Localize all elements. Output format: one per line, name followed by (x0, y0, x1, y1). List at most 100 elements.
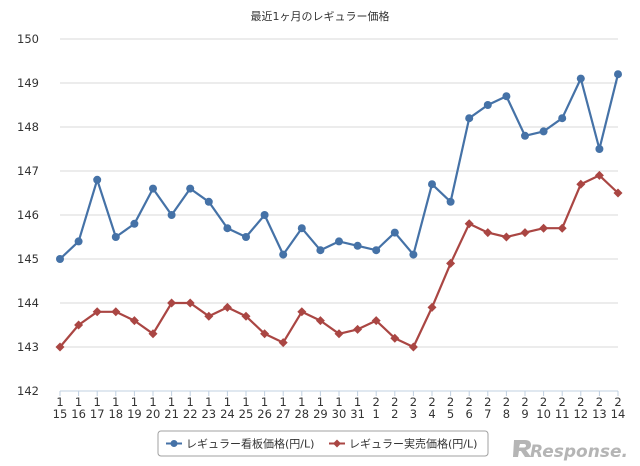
data-point[interactable] (279, 250, 288, 259)
data-point[interactable] (74, 237, 83, 246)
series-line (59, 174, 619, 349)
data-point[interactable] (316, 246, 325, 255)
x-tick-label-month: 2 (540, 395, 547, 409)
legend-item-list-price[interactable]: レギュラー看板価格(円/L) (166, 437, 314, 451)
data-point[interactable] (297, 224, 306, 233)
x-tick-label-month: 2 (484, 395, 491, 409)
data-point[interactable] (93, 175, 102, 184)
data-point[interactable] (335, 237, 343, 246)
x-tick-label-day: 7 (484, 407, 491, 421)
data-point[interactable] (55, 342, 65, 352)
data-point[interactable] (297, 307, 307, 317)
data-point[interactable] (130, 219, 139, 228)
data-point[interactable] (558, 114, 567, 123)
x-tick-label-day: 3 (410, 407, 417, 421)
data-point[interactable] (446, 197, 455, 206)
data-point[interactable] (502, 92, 511, 101)
x-tick-label-month: 2 (466, 395, 473, 409)
legend-circle-icon (170, 440, 178, 447)
data-point[interactable] (576, 74, 585, 83)
x-tick-label-day: 1 (373, 407, 380, 421)
data-point[interactable] (595, 145, 604, 153)
data-point[interactable] (483, 101, 492, 109)
data-point[interactable] (594, 170, 604, 180)
data-point[interactable] (576, 179, 586, 189)
data-point[interactable] (501, 232, 511, 242)
data-point[interactable] (614, 70, 622, 79)
data-point[interactable] (204, 197, 213, 206)
x-tick-label-month: 2 (559, 395, 566, 409)
data-point[interactable] (242, 233, 250, 241)
data-point[interactable] (111, 233, 120, 241)
x-tick-label-day: 16 (71, 407, 86, 421)
data-point[interactable] (427, 302, 437, 312)
data-point[interactable] (315, 316, 325, 326)
data-point[interactable] (334, 329, 344, 339)
data-point[interactable] (129, 316, 139, 326)
x-tick-label-month: 2 (428, 395, 435, 409)
data-point[interactable] (260, 329, 270, 339)
data-point[interactable] (353, 241, 362, 250)
y-tick-label: 147 (17, 164, 39, 178)
x-tick-label-day: 25 (239, 407, 254, 421)
x-tick-label-day: 6 (466, 407, 473, 421)
data-point[interactable] (167, 211, 176, 219)
data-point[interactable] (111, 307, 121, 317)
y-tick-label: 142 (17, 384, 39, 398)
data-point[interactable] (521, 131, 529, 140)
data-point[interactable] (186, 184, 195, 193)
data-point[interactable] (223, 224, 232, 233)
data-point[interactable] (204, 311, 214, 321)
data-point[interactable] (557, 223, 567, 233)
data-point[interactable] (390, 228, 399, 237)
data-point[interactable] (428, 180, 436, 189)
y-tick-label: 148 (17, 120, 39, 134)
x-tick-label-day: 13 (592, 407, 607, 421)
data-point[interactable] (260, 211, 269, 219)
data-point[interactable] (185, 298, 195, 308)
x-tick-label-day: 29 (313, 407, 328, 421)
data-point[interactable] (446, 258, 456, 268)
x-tick-label-day: 18 (108, 407, 123, 421)
data-point[interactable] (148, 329, 158, 339)
data-point[interactable] (149, 184, 157, 193)
x-tick-label-month: 1 (56, 395, 63, 409)
response-logo: Response. (513, 440, 628, 462)
data-point[interactable] (372, 246, 381, 255)
data-point[interactable] (409, 250, 418, 259)
legend-item-actual-price[interactable]: レギュラー実売価格(円/L) (329, 437, 477, 451)
data-point[interactable] (390, 333, 400, 343)
data-point[interactable] (74, 320, 84, 330)
data-point[interactable] (408, 342, 418, 352)
x-tick-label-month: 1 (75, 395, 82, 409)
y-tick-label: 144 (17, 296, 39, 310)
data-point[interactable] (539, 223, 549, 233)
data-point[interactable] (613, 188, 623, 198)
data-point[interactable] (539, 127, 548, 136)
data-point[interactable] (167, 298, 177, 308)
x-axis: 1151161171181191201211221231241251261271… (53, 391, 625, 421)
x-tick-label-day: 28 (294, 407, 309, 421)
x-tick-label-month: 2 (447, 395, 454, 409)
x-tick-label-day: 12 (573, 407, 588, 421)
data-point[interactable] (353, 324, 363, 334)
x-tick-label-day: 17 (90, 407, 105, 421)
x-tick-label-month: 1 (261, 395, 268, 409)
data-point[interactable] (92, 307, 102, 317)
data-point[interactable] (56, 255, 64, 263)
data-point[interactable] (278, 338, 288, 348)
data-point[interactable] (464, 219, 474, 229)
data-point[interactable] (241, 311, 251, 321)
data-point[interactable] (520, 228, 530, 238)
x-tick-label-day: 11 (555, 407, 570, 421)
data-point[interactable] (483, 228, 493, 238)
legend[interactable]: レギュラー看板価格(円/L) レギュラー実売価格(円/L) (157, 430, 489, 457)
series-1 (55, 170, 623, 352)
data-point[interactable] (222, 302, 232, 312)
chart-title: 最近1ヶ月のレギュラー価格 (251, 9, 390, 23)
series-layer (55, 70, 623, 352)
data-point[interactable] (465, 114, 474, 123)
x-tick-label-month: 2 (410, 395, 417, 409)
data-point[interactable] (371, 316, 381, 326)
